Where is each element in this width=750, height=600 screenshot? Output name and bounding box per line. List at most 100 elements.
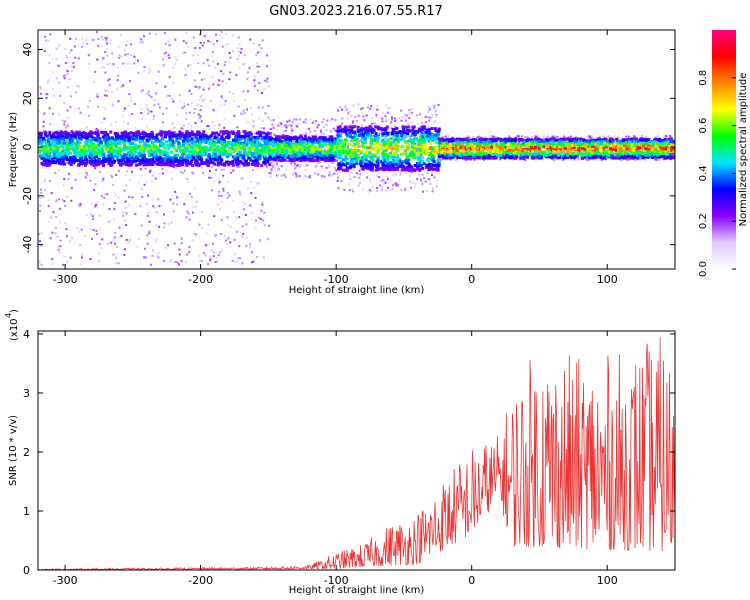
heatmap-cell [267,85,270,88]
heatmap-cell [281,140,284,143]
heatmap-cell [316,162,319,165]
heatmap-cell [221,249,223,252]
heatmap-cell [382,142,386,146]
heatmap-cell [358,140,361,143]
heatmap-cell [210,54,213,57]
heatmap-cell [126,122,129,125]
heatmap-cell [155,158,159,162]
heatmap-cell [62,157,66,161]
heatmap-cell [318,153,322,157]
heatmap-cell [405,128,409,132]
heatmap-cell [141,89,144,92]
heatmap-cell [398,179,401,182]
heatmap-cell [97,44,100,47]
heatmap-cell [183,203,186,206]
heatmap-cell [178,263,180,266]
heatmap-cell [387,162,391,166]
heatmap-cell [86,144,90,148]
heatmap-cell [163,223,166,226]
heatmap-cell [58,198,61,201]
heatmap-cell [73,45,76,48]
heatmap-cell [145,163,149,167]
heatmap-cell [266,65,269,68]
heatmap-cell [117,161,121,165]
heatmap-cell [268,147,272,151]
heatmap-cell [155,238,158,241]
heatmap-cell [157,163,161,166]
heatmap-cell [54,143,58,147]
heatmap-cell [369,156,373,159]
heatmap-cell [407,123,410,126]
heatmap-cell [363,139,367,143]
heatmap-cell [188,246,191,249]
heatmap-cell [419,178,422,181]
heatmap-cell [178,248,181,251]
heatmap-cell [332,127,335,130]
heatmap-cell [375,187,378,190]
heatmap-cell [95,155,99,159]
heatmap-cell [229,56,232,59]
heatmap-cell [94,148,98,152]
heatmap-cell [252,120,255,123]
heatmap-cell [186,178,189,181]
heatmap-cell [44,178,47,181]
heatmap-cell [358,176,361,179]
heatmap-cell [219,180,221,183]
heatmap-cell [434,110,437,113]
heatmap-cell [330,173,333,176]
heatmap-cell [415,161,419,165]
heatmap-cell [298,165,301,168]
heatmap-cell [188,218,191,221]
heatmap-cell [297,164,299,167]
heatmap-cell [101,238,104,241]
heatmap-cell [350,136,354,139]
heatmap-cell [303,155,307,159]
heatmap-cell [158,139,162,143]
heatmap-cell [314,120,317,122]
heatmap-cell [269,134,272,137]
heatmap-cell [89,179,92,182]
heatmap-cell [371,158,375,162]
heatmap-cell [249,132,253,136]
heatmap-cell [88,62,91,65]
heatmap-cell [204,254,207,257]
heatmap-cell [67,132,71,136]
heatmap-cell [361,133,365,137]
heatmap-cell [106,133,109,136]
heatmap-cell [391,173,394,176]
heatmap-cell [421,127,425,131]
heatmap-cell [104,51,107,54]
heatmap-cell [258,44,261,47]
heatmap-cell [254,196,257,199]
heatmap-cell [206,58,209,61]
heatmap-cell [358,149,362,153]
heatmap-cell [265,165,268,168]
heatmap-cell [124,206,127,209]
heatmap-cell [414,142,417,145]
heatmap-cell [292,144,295,148]
heatmap-cell [350,159,353,163]
heatmap-cell [129,160,133,164]
heatmap-cell [406,125,410,129]
heatmap-cell [309,130,312,133]
heatmap-cell [52,112,55,115]
heatmap-cell [332,137,335,140]
heatmap-cell [391,159,395,163]
heatmap-cell [274,162,277,165]
heatmap-cell [97,148,101,152]
heatmap-cell [416,156,420,160]
heatmap-cell [406,147,410,151]
heatmap-cell [391,118,393,121]
heatmap-cell [198,72,201,75]
heatmap-cell [376,105,379,108]
heatmap-cell [113,236,116,239]
heatmap-cell [236,126,239,129]
heatmap-cell [209,159,213,163]
heatmap-cell [357,138,360,141]
heatmap-cell [45,153,48,157]
heatmap-cell [430,165,433,169]
heatmap-cell [116,151,120,154]
heatmap-cell [78,130,81,134]
heatmap-cell [285,124,288,127]
heatmap-cell [364,166,368,169]
